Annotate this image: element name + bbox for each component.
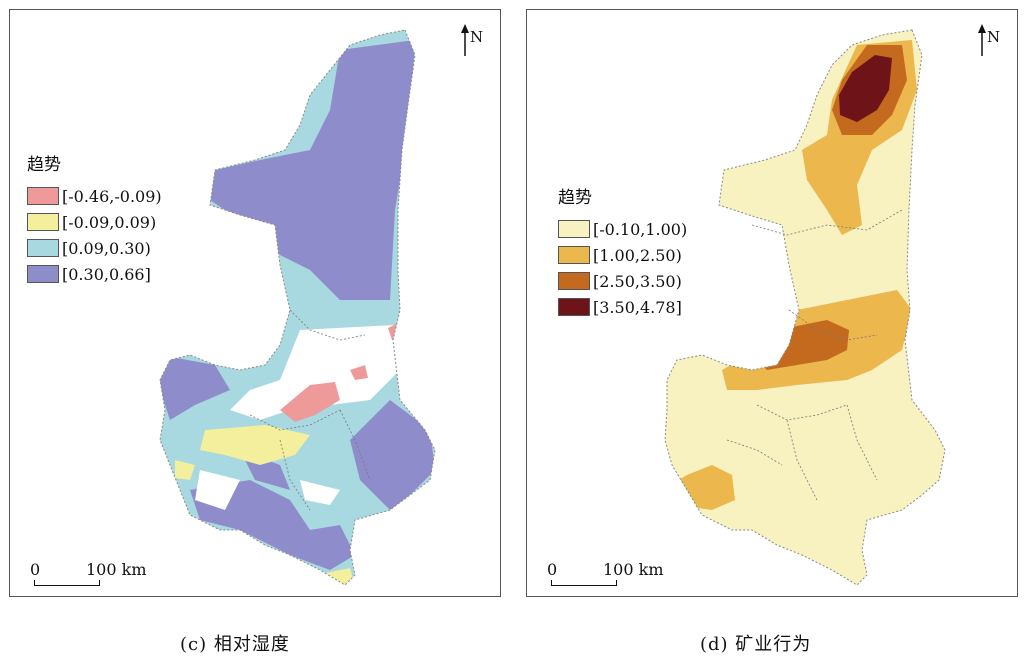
legend-mining-activity: 趋势 [-0.10,1.00) [1.00,2.50) [2.50,3.50) … [558, 183, 687, 320]
legend-label: [1.00,2.50) [593, 245, 682, 265]
legend-item: [0.09,0.30) [27, 235, 162, 261]
scale-bar: 0 100 km [547, 560, 697, 600]
relative-humidity-map [159, 29, 436, 586]
scale-label: 100 km [86, 560, 147, 579]
legend-swatch [558, 220, 590, 238]
legend-item: [1.00,2.50) [558, 242, 687, 268]
legend-label: [0.09,0.30) [62, 238, 151, 258]
north-arrow: N [460, 24, 500, 64]
legend-swatch [27, 187, 59, 205]
legend-item: [-0.10,1.00) [558, 216, 687, 242]
legend-label: [-0.10,1.00) [593, 219, 688, 239]
legend-label: [-0.09,0.09) [62, 212, 157, 232]
legend-item: [0.30,0.66] [27, 261, 162, 287]
legend-swatch [27, 239, 59, 257]
map-panel-relative-humidity: N 趋势 [-0.46,-0.09) [-0.09,0.09) [0.09,0.… [9, 9, 501, 597]
scale-bar-line [34, 580, 100, 586]
scale-zero: 0 [30, 560, 41, 579]
legend-swatch [558, 246, 590, 264]
north-arrow-icon [461, 24, 469, 56]
legend-label: [3.50,4.78] [593, 297, 682, 317]
legend-item: [-0.09,0.09) [27, 209, 162, 235]
legend-label: [-0.46,-0.09) [62, 186, 162, 206]
caption-relative-humidity: (c) 相对湿度 [180, 634, 290, 655]
map-panel-mining-activity: N 趋势 [-0.10,1.00) [1.00,2.50) [2.50,3.50… [526, 9, 1018, 597]
legend-swatch [27, 265, 59, 283]
north-label: N [470, 28, 484, 46]
scale-zero: 0 [547, 560, 558, 579]
legend-swatch [558, 272, 590, 290]
legend-item: [2.50,3.50) [558, 268, 687, 294]
legend-title: 趋势 [558, 188, 592, 208]
legend-title: 趋势 [27, 155, 61, 175]
caption-mining-activity: (d) 矿业行为 [700, 634, 812, 655]
north-arrow: N [977, 24, 1017, 64]
north-arrow-icon [978, 24, 986, 56]
legend-label: [0.30,0.66] [62, 264, 151, 284]
legend-label: [2.50,3.50) [593, 271, 682, 291]
mining-activity-map [664, 29, 946, 586]
legend-relative-humidity: 趋势 [-0.46,-0.09) [-0.09,0.09) [0.09,0.30… [27, 150, 162, 287]
legend-swatch [558, 298, 590, 316]
scale-bar: 0 100 km [30, 560, 180, 600]
scale-label: 100 km [603, 560, 664, 579]
legend-item: [3.50,4.78] [558, 294, 687, 320]
legend-item: [-0.46,-0.09) [27, 183, 162, 209]
legend-swatch [27, 213, 59, 231]
north-label: N [987, 28, 1001, 46]
scale-bar-line [551, 580, 617, 586]
